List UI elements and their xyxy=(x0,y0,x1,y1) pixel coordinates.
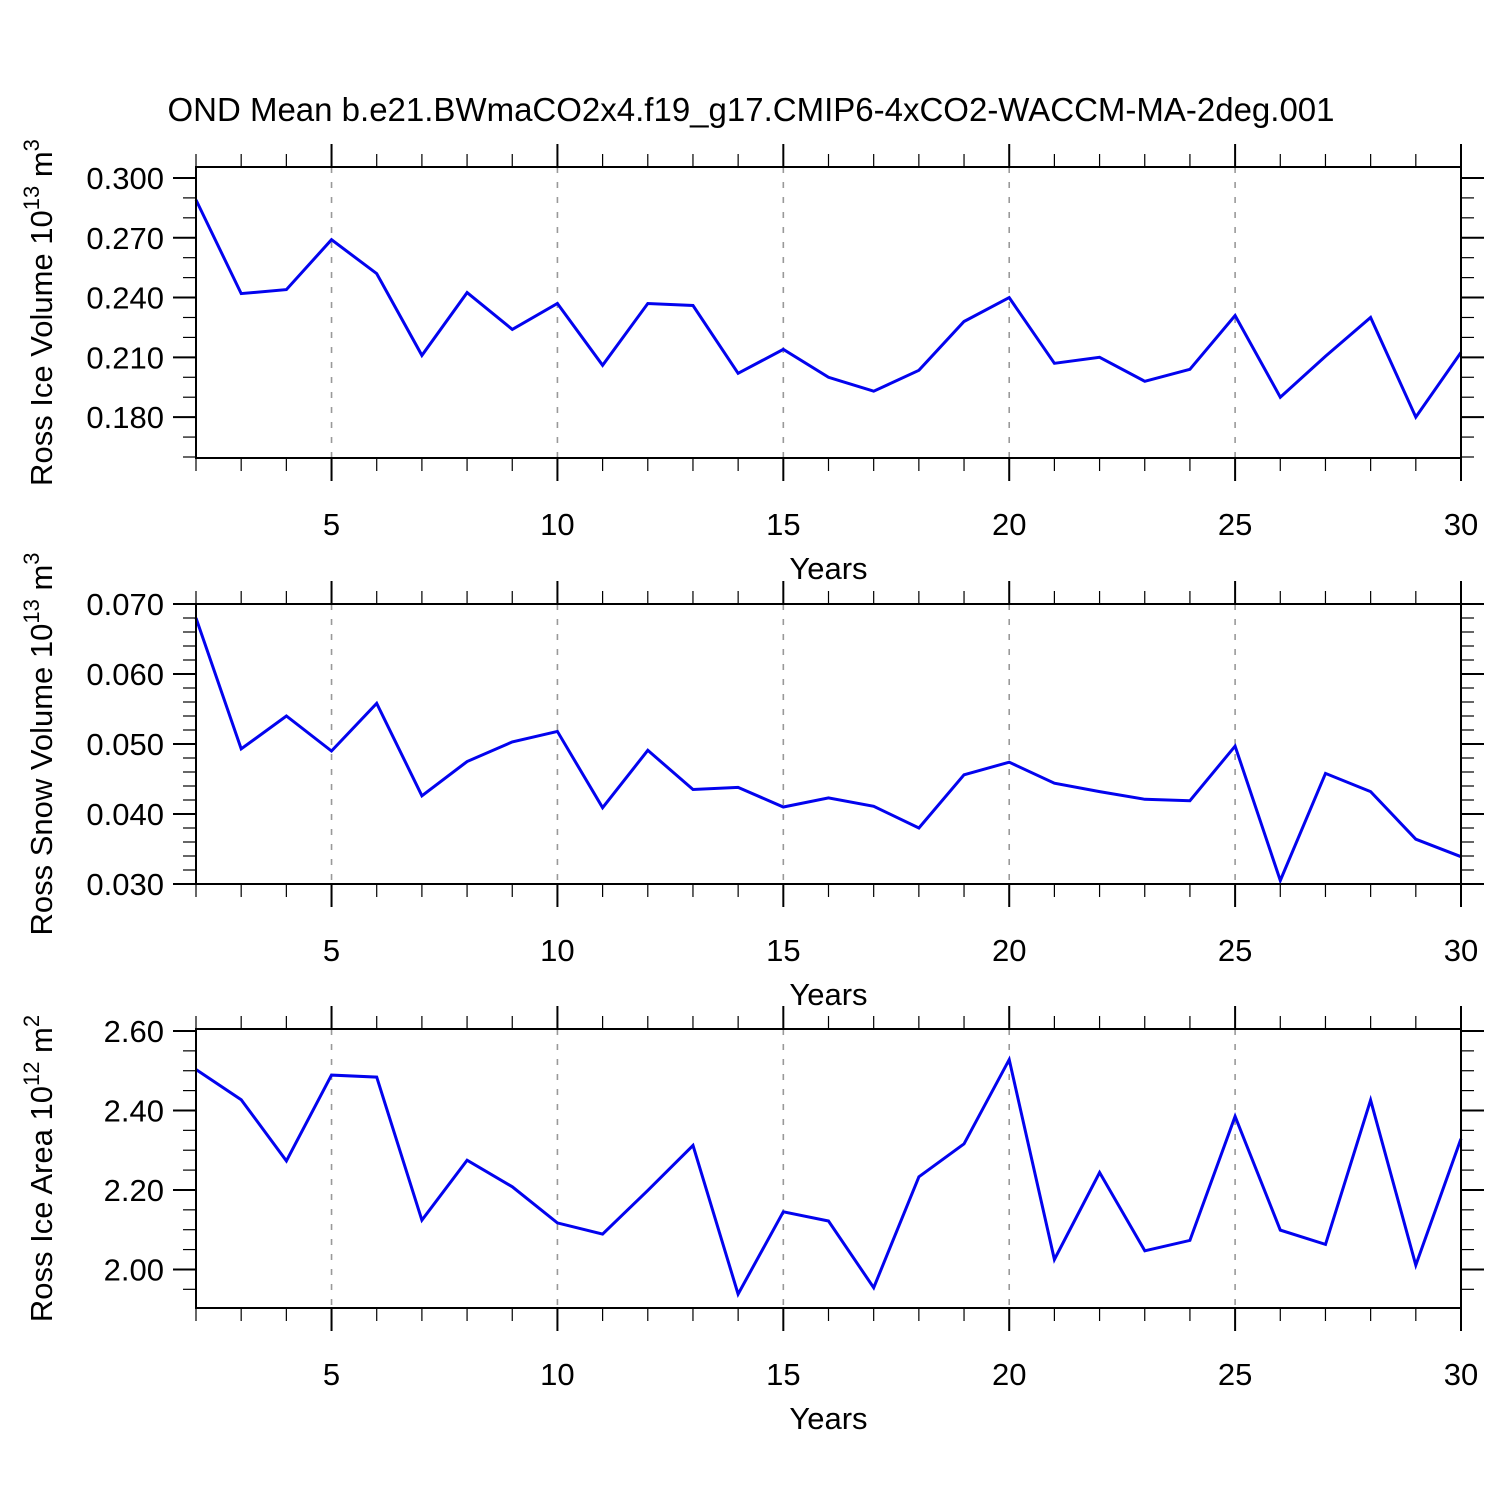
x-tick-label: 10 xyxy=(540,933,574,968)
data-line-ross-ice-area xyxy=(195,1055,1463,1298)
x-axis-title: Years xyxy=(789,551,867,586)
y-tick-label: 0.060 xyxy=(86,657,164,692)
plot-frame xyxy=(195,603,1462,885)
x-tick-label: 5 xyxy=(323,507,340,542)
y-axis-title-ross-snow-volume: Ross Snow Volume 1013 m3 xyxy=(19,552,59,935)
x-tick-label: 25 xyxy=(1218,933,1252,968)
x-tick-label: 20 xyxy=(992,933,1026,968)
x-tick-label: 5 xyxy=(323,933,340,968)
y-tick-label: 0.180 xyxy=(86,400,164,435)
plot-frame xyxy=(195,166,1462,459)
y-tick-label: 2.20 xyxy=(104,1173,164,1208)
y-tick-label: 2.60 xyxy=(104,1014,164,1049)
x-tick-label: 15 xyxy=(766,933,800,968)
x-tick-label: 30 xyxy=(1444,1357,1478,1392)
x-tick-label: 30 xyxy=(1444,507,1478,542)
chart-title: OND Mean b.e21.BWmaCO2x4.f19_g17.CMIP6-4… xyxy=(167,91,1334,128)
y-tick-label: 0.070 xyxy=(86,587,164,622)
x-tick-label: 20 xyxy=(992,1357,1026,1392)
x-tick-label: 15 xyxy=(766,1357,800,1392)
x-tick-label: 10 xyxy=(540,507,574,542)
y-tick-label: 0.030 xyxy=(86,867,164,902)
y-axis-title-ross-ice-area: Ross Ice Area 1012 m2 xyxy=(19,1015,59,1322)
y-tick-label: 2.00 xyxy=(104,1252,164,1287)
y-axis-title-ross-ice-volume: Ross Ice Volume 1013 m3 xyxy=(19,139,59,486)
panel-ross-ice-area: 5 10 15 20 25 30 Years 2.00 2.20 2.40 2.60 Ross Ice… xyxy=(19,1006,1484,1436)
x-tick-label: 25 xyxy=(1218,507,1252,542)
y-tick-label: 0.050 xyxy=(86,727,164,762)
y-tick-label: 0.040 xyxy=(86,797,164,832)
panel-ross-snow-volume: 5 10 15 20 25 30 Years 0.030 0.040 0.050 0.060 0.07… xyxy=(19,552,1484,1012)
data-line-ross-snow-volume xyxy=(194,617,1462,885)
y-tick-label: 2.40 xyxy=(104,1093,164,1128)
y-tick-label: 0.270 xyxy=(86,221,164,256)
x-tick-label: 25 xyxy=(1218,1357,1252,1392)
plot-frame xyxy=(195,1028,1462,1309)
x-tick-label: 20 xyxy=(992,507,1026,542)
y-tick-label: 0.240 xyxy=(86,281,164,316)
x-tick-label: 5 xyxy=(323,1357,340,1392)
panel-ross-ice-volume: 5 10 15 20 25 30 Years 0.180 0.210 0.240 0.270 0.30… xyxy=(19,139,1484,586)
y-tick-label: 0.300 xyxy=(86,161,164,196)
x-tick-label: 15 xyxy=(766,507,800,542)
data-line-ross-ice-volume xyxy=(194,199,1463,421)
x-axis-title: Years xyxy=(789,1401,867,1436)
x-tick-label: 10 xyxy=(540,1357,574,1392)
x-axis-title: Years xyxy=(789,977,867,1012)
x-tick-label: 30 xyxy=(1444,933,1478,968)
y-tick-label: 0.210 xyxy=(86,340,164,375)
